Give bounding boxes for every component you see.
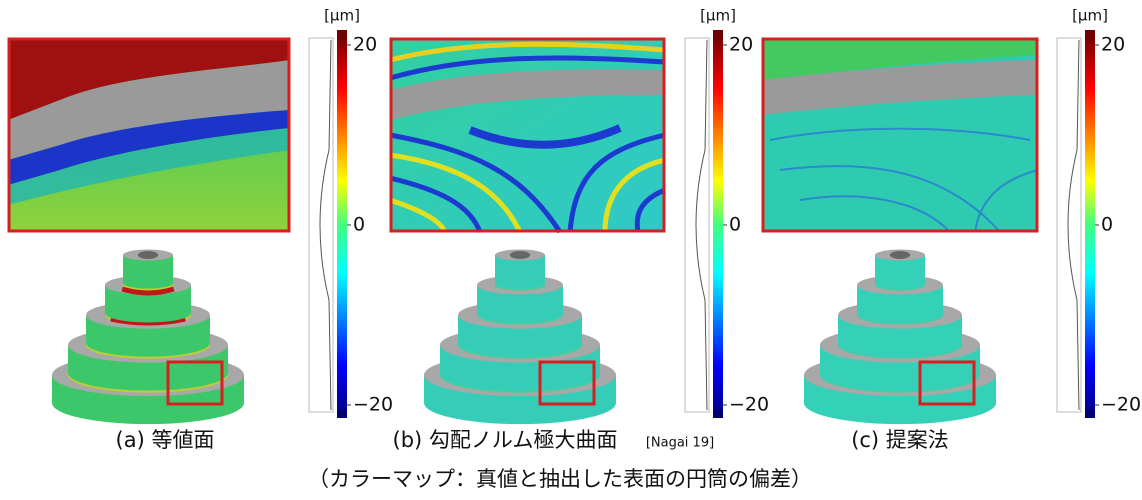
model-3d bbox=[52, 250, 244, 425]
colorbar bbox=[713, 40, 723, 410]
reference: [Nagai 19] bbox=[646, 436, 714, 451]
colorbar-cap bbox=[337, 410, 347, 418]
colorbar-tick-label: 0 bbox=[729, 214, 741, 236]
model-hole bbox=[138, 251, 158, 259]
colorbar-tick-label: −20 bbox=[729, 394, 769, 416]
histogram-frame bbox=[309, 38, 333, 412]
histogram-frame bbox=[685, 38, 709, 412]
colorbar-tick-label: −20 bbox=[1101, 394, 1141, 416]
colorbar-cap bbox=[713, 30, 723, 40]
colorbar-cap bbox=[1085, 30, 1095, 40]
panel-label: (c) 提案法 bbox=[851, 428, 949, 452]
colorbar-unit: [μm] bbox=[700, 7, 736, 25]
model-3d bbox=[804, 250, 996, 425]
colorbar-tick-label: 20 bbox=[353, 34, 377, 56]
zoom-image-a bbox=[8, 38, 290, 232]
figure: [μm] −20 0 20 [μm] −20 0 20 [μm] −20 0 20 (a) 等値面 (… bbox=[0, 0, 1142, 500]
colorbar-tick-label: −20 bbox=[353, 394, 393, 416]
colorbar bbox=[337, 40, 347, 410]
colorbar-tick-label: 0 bbox=[1101, 214, 1113, 236]
colorbar-tick-label: 20 bbox=[1101, 34, 1125, 56]
colorbar-cap bbox=[713, 410, 723, 418]
model-3d bbox=[424, 250, 616, 425]
colorbar-unit: [μm] bbox=[1072, 7, 1108, 25]
caption: （カラーマップ：真値と抽出した表面の円筒の偏差） bbox=[308, 467, 812, 491]
zoom-image-c bbox=[762, 38, 1038, 232]
model-hole bbox=[510, 251, 530, 259]
colorbar-unit: [μm] bbox=[324, 7, 360, 25]
colorbar-cap bbox=[1085, 410, 1095, 418]
zoom-image-b bbox=[390, 38, 665, 232]
panel-label: (a) 等値面 bbox=[116, 428, 215, 452]
colorbar-tick-label: 0 bbox=[353, 214, 365, 236]
colorbar bbox=[1085, 40, 1095, 410]
histogram-frame bbox=[1057, 38, 1081, 412]
panel-label: (b) 勾配ノルム極大曲面 bbox=[393, 428, 618, 452]
colorbar-cap bbox=[337, 30, 347, 40]
model-hole bbox=[890, 251, 910, 259]
colorbar-tick-label: 20 bbox=[729, 34, 753, 56]
